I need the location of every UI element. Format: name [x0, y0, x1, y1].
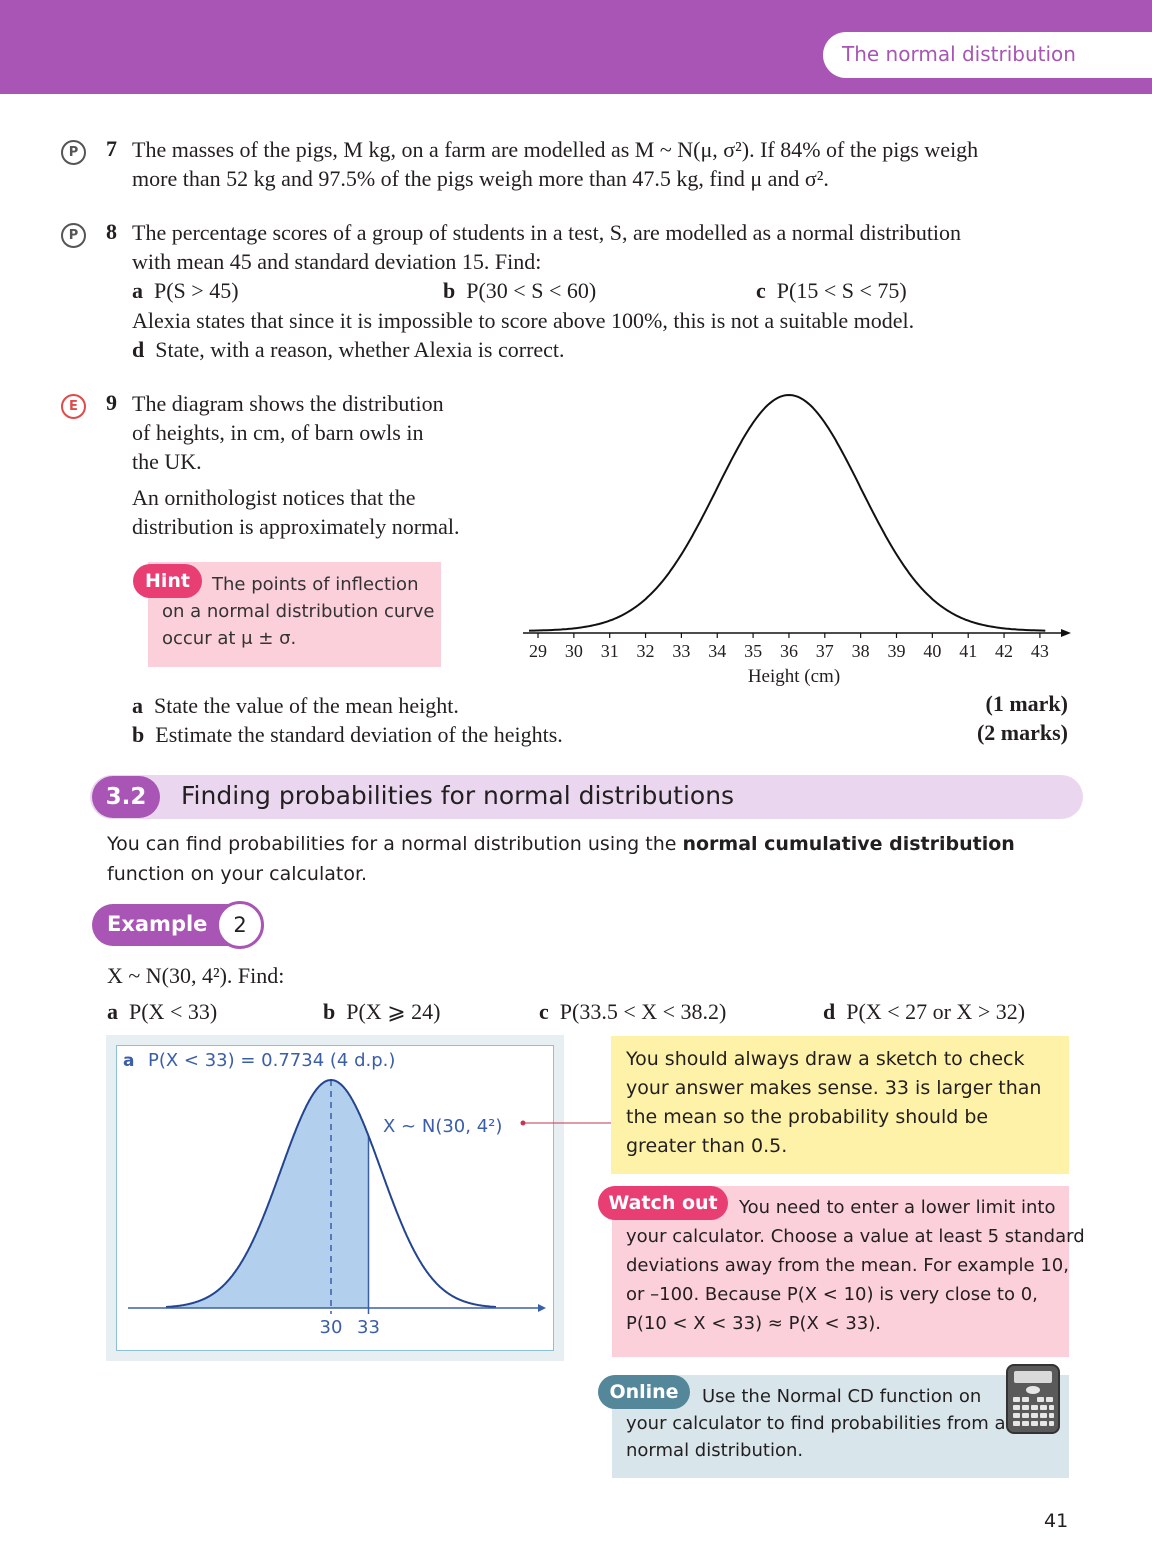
sketch-chart: 30 33	[128, 1079, 546, 1338]
question-8-line-2: with mean 45 and standard deviation 15. …	[132, 249, 542, 274]
section-number: 3.2	[92, 776, 160, 818]
online-label: Online	[598, 1375, 690, 1409]
section-intro-line-1: You can find probabilities for a normal …	[107, 833, 1015, 855]
axis-arrow	[1061, 629, 1071, 637]
connector-line	[520, 1120, 611, 1126]
example-part-d: d P(X < 27 or X > 32)	[823, 999, 1026, 1024]
chapter-title: The normal distribution	[842, 42, 1076, 66]
example-label: Example	[107, 912, 208, 936]
header-tab	[823, 32, 1152, 78]
question-9-line: distribution is approximately normal.	[132, 514, 460, 539]
problem-solving-badge: P	[61, 223, 86, 248]
section-title: Finding probabilities for normal distrib…	[181, 781, 735, 810]
question-9-line: of heights, in cm, of barn owls in	[132, 420, 424, 445]
marks-label: (2 marks)	[976, 720, 1068, 745]
x-tick-label: 35	[744, 641, 762, 661]
solution-answer: P(X < 33) = 0.7734 (4 d.p.)	[148, 1050, 396, 1071]
hint-line: on a normal distribution curve	[162, 601, 435, 622]
question-7-line-2: more than 52 kg and 97.5% of the pigs we…	[132, 166, 829, 191]
example-part-a: a P(X < 33)	[107, 999, 218, 1024]
question-7-line-1: The masses of the pigs, M kg, on a farm …	[132, 137, 979, 162]
note-line: greater than 0.5.	[626, 1135, 788, 1157]
problem-solving-badge: P	[61, 140, 86, 165]
online-line: normal distribution.	[626, 1440, 804, 1461]
sketch-note-box	[611, 1036, 1069, 1174]
question-8-line-3: Alexia states that since it is impossibl…	[132, 308, 915, 333]
x-tick-label: 41	[959, 641, 977, 661]
exam-style-badge: E	[61, 394, 86, 419]
normal-curve	[528, 393, 1046, 632]
watch-out-label: Watch out	[598, 1186, 728, 1220]
question-8-part-a: a P(S > 45)	[132, 278, 239, 303]
question-9-part-b: b Estimate the standard deviation of the…	[132, 722, 563, 747]
hint-label: Hint	[133, 564, 202, 598]
question-9-part-a: a State the value of the mean height.	[132, 693, 459, 718]
curve-label: X ~ N(30, 4²)	[383, 1116, 503, 1137]
question-9-line: the UK.	[132, 449, 202, 474]
question-8-part-d: d State, with a reason, whether Alexia i…	[132, 337, 565, 362]
x-tick-label: 32	[637, 641, 655, 661]
watch-out-line: or –100. Because P(X < 10) is very close…	[626, 1284, 1038, 1305]
section-intro-line-2: function on your calculator.	[107, 863, 368, 885]
question-8-part-b: b P(30 < S < 60)	[443, 278, 597, 303]
x-tick-label: 31	[601, 641, 619, 661]
x-tick-label: 43	[1031, 641, 1049, 661]
question-number: 9	[106, 390, 117, 415]
calculator-icon	[1006, 1364, 1060, 1434]
x-tick-label: 33	[357, 1317, 380, 1338]
example-stem: X ~ N(30, 4²). Find:	[107, 963, 285, 988]
page-number: 41	[1044, 1510, 1069, 1532]
sketch-curve	[166, 1079, 496, 1308]
x-tick-label: 30	[320, 1317, 343, 1338]
example-part-c: c P(33.5 < X < 38.2)	[539, 999, 727, 1024]
watch-out-line: You need to enter a lower limit into	[739, 1197, 1056, 1218]
marks-label: (1 mark)	[985, 691, 1068, 716]
watch-out-line: your calculator. Choose a value at least…	[626, 1226, 1085, 1247]
section-heading-band	[90, 775, 1083, 819]
hint-line: The points of inflection	[212, 574, 419, 595]
note-line: the mean so the probability should be	[626, 1106, 989, 1128]
x-tick-label: 36	[780, 641, 798, 661]
online-line: Use the Normal CD function on	[702, 1386, 982, 1407]
note-line: You should always draw a sketch to check	[626, 1048, 1025, 1070]
x-tick-label: 39	[888, 641, 906, 661]
question-8-line-1: The percentage scores of a group of stud…	[132, 220, 962, 245]
question-number: 7	[106, 136, 117, 161]
x-axis-label: Height (cm)	[748, 666, 840, 687]
note-line: your answer makes sense. 33 is larger th…	[626, 1077, 1042, 1099]
x-tick-label: 37	[816, 641, 834, 661]
x-tick-label: 42	[995, 641, 1013, 661]
watch-out-line: P(10 < X < 33) ≈ P(X < 33).	[626, 1313, 881, 1334]
owl-height-chart: 29 30 31 32 33 34 35 36 37 38 39 40 41 42 43 Height (c…	[523, 393, 1071, 687]
solution-part-letter: a	[123, 1051, 135, 1071]
shaded-area	[166, 1080, 369, 1308]
example-part-b: b P(X ⩾ 24)	[323, 999, 441, 1024]
x-tick-label: 29	[529, 641, 547, 661]
watch-out-line: deviations away from the mean. For examp…	[626, 1255, 1069, 1276]
axis-arrow	[538, 1304, 546, 1312]
x-tick-label: 38	[852, 641, 870, 661]
online-line: your calculator to find probabilities fr…	[626, 1413, 1006, 1434]
x-tick-label: 30	[565, 641, 583, 661]
hint-line: occur at μ ± σ.	[162, 628, 297, 649]
x-tick-label: 33	[672, 641, 690, 661]
example-number: 2	[216, 901, 264, 949]
question-9-line: The diagram shows the distribution	[132, 391, 444, 416]
question-9-line: An ornithologist notices that the	[132, 485, 416, 510]
x-tick-label: 40	[923, 641, 941, 661]
x-tick-label: 34	[708, 641, 726, 661]
question-8-part-c: c P(15 < S < 75)	[756, 278, 907, 303]
question-number: 8	[106, 219, 117, 244]
